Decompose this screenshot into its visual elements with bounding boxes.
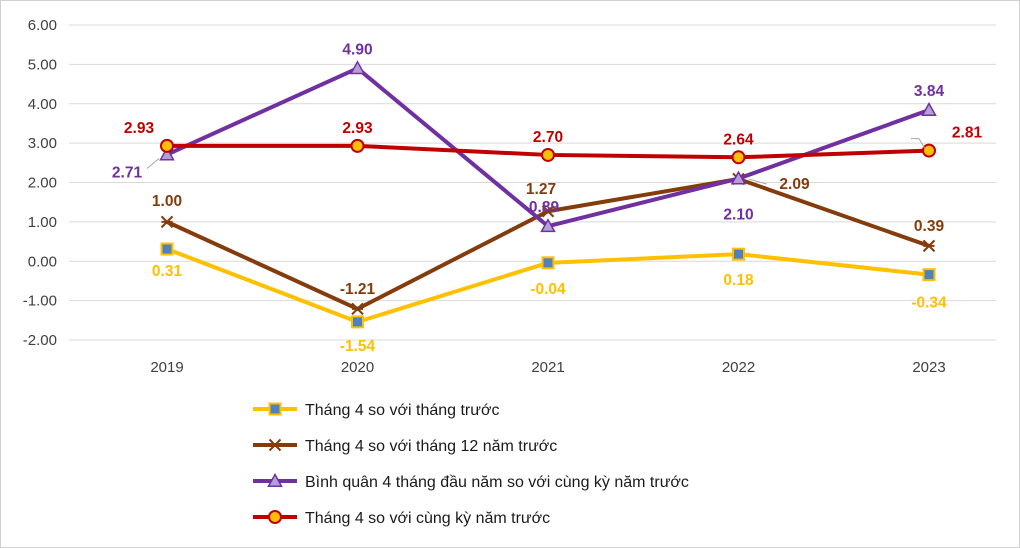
data-label: 2.64 [723, 131, 754, 148]
label-leader-line [146, 158, 160, 169]
data-point-marker [731, 150, 746, 165]
data-point-marker [541, 205, 555, 218]
data-label: 2.93 [342, 120, 373, 137]
data-label: 2.09 [779, 176, 810, 193]
data-point-marker [922, 268, 936, 282]
legend-label: Tháng 4 so với tháng trước [305, 402, 499, 419]
x-tick-label: 2023 [912, 359, 945, 376]
data-point-marker [922, 239, 936, 253]
data-point-marker [267, 472, 283, 487]
data-label: 2.71 [112, 165, 143, 182]
data-point-marker [541, 147, 555, 162]
data-point-marker [732, 247, 745, 261]
data-label: -1.21 [340, 281, 376, 298]
legend-entry: Tháng 4 so với tháng trước [253, 402, 499, 419]
data-label: -0.34 [911, 295, 947, 312]
data-point-marker [160, 138, 174, 153]
data-point-marker [268, 402, 282, 416]
data-label: 1.00 [152, 193, 182, 210]
data-label: 2.10 [723, 207, 753, 224]
x-tick-label: 2020 [341, 359, 374, 376]
label-leader-line [748, 178, 767, 185]
y-tick-label: 3.00 [28, 135, 57, 152]
legend-label: Tháng 4 so với tháng 12 năm trước [305, 438, 557, 455]
x-axis: 2019 2020 2021 2022 2023 [150, 359, 945, 376]
data-point-marker [268, 438, 282, 452]
data-label: 1.27 [526, 181, 556, 198]
series-3 [160, 138, 936, 165]
y-axis: 6.00 5.00 4.00 3.00 2.00 1.00 0.00 -1.00 -2.00 [23, 17, 57, 349]
data-point-marker [921, 102, 937, 116]
data-point-marker [351, 315, 364, 329]
data-label: 0.39 [914, 218, 945, 235]
y-tick-label: 5.00 [28, 56, 57, 73]
legend-label: Bình quân 4 tháng đầu năm so với cùng kỳ… [305, 474, 689, 491]
series-0 [160, 242, 936, 329]
data-label: 2.81 [952, 125, 983, 142]
y-tick-label: 1.00 [28, 214, 57, 231]
label-leader-line [911, 138, 926, 149]
data-point-marker [730, 170, 747, 185]
data-label: 2.93 [124, 120, 155, 137]
data-label: 0.18 [723, 272, 754, 289]
y-tick-label: 0.00 [28, 253, 57, 270]
y-tick-label: -1.00 [23, 293, 57, 310]
data-point-marker [159, 146, 175, 161]
data-label: 0.89 [529, 199, 560, 216]
data-label: -1.54 [340, 338, 376, 355]
data-point-marker [160, 242, 174, 256]
legend: Tháng 4 so với tháng trước Tháng 4 so với… [253, 402, 689, 527]
data-label: 0.31 [152, 263, 183, 280]
legend-entry: Tháng 4 so với tháng 12 năm trước [253, 438, 557, 455]
data-point-marker [351, 302, 364, 316]
gridlines [69, 24, 996, 341]
data-point-marker [349, 60, 366, 75]
x-tick-label: 2022 [722, 359, 755, 376]
x-tick-label: 2019 [150, 359, 183, 376]
series-lines [159, 60, 937, 329]
data-label: -0.04 [530, 281, 566, 298]
data-point-marker [160, 215, 174, 229]
data-point-marker [922, 143, 936, 158]
data-point-marker [268, 510, 282, 524]
y-tick-label: 6.00 [28, 17, 57, 34]
data-point-marker [540, 218, 556, 233]
data-labels: 0.31 -1.54 -0.04 0.18 -0.34 1.00 -1.21 1.27 2.09… [112, 41, 983, 355]
legend-entry: Tháng 4 so với cùng kỳ năm trước [253, 510, 550, 527]
y-tick-label: 4.00 [28, 96, 57, 113]
y-tick-label: 2.00 [28, 175, 57, 192]
x-tick-label: 2021 [531, 359, 564, 376]
data-label: 3.84 [914, 83, 945, 100]
data-label: 4.90 [342, 41, 372, 58]
legend-entry: Bình quân 4 tháng đầu năm so với cùng kỳ… [253, 472, 689, 491]
y-tick-label: -2.00 [23, 332, 57, 349]
data-point-marker [350, 138, 365, 153]
legend-label: Tháng 4 so với cùng kỳ năm trước [305, 510, 550, 527]
data-point-marker [541, 256, 555, 270]
data-label: 2.70 [533, 129, 563, 146]
